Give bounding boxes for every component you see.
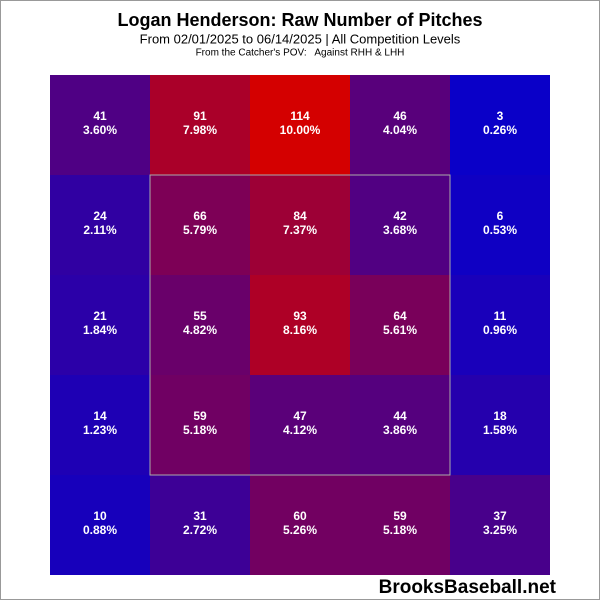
cell-count: 114 xyxy=(290,109,310,123)
cell xyxy=(450,475,550,575)
cell-percent: 5.61% xyxy=(383,323,417,337)
cell-percent: 4.82% xyxy=(183,323,217,337)
cell-count: 84 xyxy=(293,209,307,223)
chart-note: From the Catcher's POV: Against RHH & LH… xyxy=(196,48,405,59)
cell xyxy=(50,75,150,175)
cell-count: 3 xyxy=(497,109,504,123)
strike-zone xyxy=(149,174,451,476)
cell-percent: 0.53% xyxy=(483,223,517,237)
cell-percent: 3.25% xyxy=(483,523,517,537)
cell-percent: 7.98% xyxy=(183,123,217,137)
cell-count: 10 xyxy=(93,509,107,523)
cell-count: 14 xyxy=(93,409,107,423)
cell-count: 59 xyxy=(193,409,207,423)
cell xyxy=(150,75,250,175)
cell-percent: 10.00% xyxy=(280,123,321,137)
cell xyxy=(250,275,350,375)
cell-count: 6 xyxy=(497,209,504,223)
cell xyxy=(250,175,350,275)
cell-count: 41 xyxy=(93,109,107,123)
cell-count: 59 xyxy=(393,509,407,523)
cell xyxy=(450,275,550,375)
cell-count: 91 xyxy=(193,109,207,123)
cell xyxy=(250,375,350,475)
cell-percent: 0.88% xyxy=(83,523,117,537)
cell-percent: 1.58% xyxy=(483,423,517,437)
cell-count: 46 xyxy=(393,109,407,123)
cell-count: 55 xyxy=(193,309,207,323)
cell-count: 47 xyxy=(293,409,307,423)
cell-percent: 7.37% xyxy=(283,223,317,237)
cell-count: 11 xyxy=(494,309,507,323)
cell-percent: 8.16% xyxy=(283,323,317,337)
chart-subtitle: From 02/01/2025 to 06/14/2025 | All Comp… xyxy=(140,31,461,46)
cell-percent: 5.26% xyxy=(283,523,317,537)
cell-percent: 4.12% xyxy=(283,423,317,437)
cell-count: 44 xyxy=(393,409,407,423)
cell xyxy=(250,75,350,175)
cell xyxy=(350,175,450,275)
cell xyxy=(50,175,150,275)
cell-count: 66 xyxy=(193,209,207,223)
cell-count: 60 xyxy=(293,509,307,523)
cell-count: 18 xyxy=(493,409,507,423)
cell-percent: 4.04% xyxy=(383,123,417,137)
cell xyxy=(50,475,150,575)
cell-percent: 1.84% xyxy=(83,323,117,337)
cell-count: 64 xyxy=(393,309,407,323)
cell xyxy=(450,375,550,475)
cell xyxy=(350,475,450,575)
cell-percent: 3.68% xyxy=(383,223,417,237)
cell-percent: 0.26% xyxy=(483,123,517,137)
cell xyxy=(450,175,550,275)
cell-percent: 3.60% xyxy=(83,123,117,137)
cell-count: 42 xyxy=(393,209,407,223)
cell-percent: 2.11% xyxy=(83,223,117,237)
chart-title: Logan Henderson: Raw Number of Pitches xyxy=(117,10,482,30)
cell-count: 93 xyxy=(293,309,307,323)
cell-percent: 1.23% xyxy=(83,423,117,437)
cell-percent: 3.86% xyxy=(383,423,417,437)
cell xyxy=(150,275,250,375)
cell xyxy=(350,75,450,175)
cell xyxy=(350,375,450,475)
cell-percent: 5.18% xyxy=(383,523,417,537)
cell xyxy=(50,375,150,475)
cell xyxy=(150,475,250,575)
cell-count: 37 xyxy=(493,509,507,523)
cell xyxy=(350,275,450,375)
cell xyxy=(150,375,250,475)
cell-percent: 5.79% xyxy=(183,223,217,237)
cell xyxy=(450,75,550,175)
cell-count: 24 xyxy=(93,209,107,223)
watermark: BrooksBaseball.net xyxy=(379,577,557,598)
cell xyxy=(150,175,250,275)
cell-percent: 2.72% xyxy=(183,523,217,537)
cell-percent: 5.18% xyxy=(183,423,217,437)
cell xyxy=(50,275,150,375)
cell-percent: 0.96% xyxy=(483,323,517,337)
cell xyxy=(250,475,350,575)
cell-count: 21 xyxy=(93,309,107,323)
cell-count: 31 xyxy=(193,509,207,523)
